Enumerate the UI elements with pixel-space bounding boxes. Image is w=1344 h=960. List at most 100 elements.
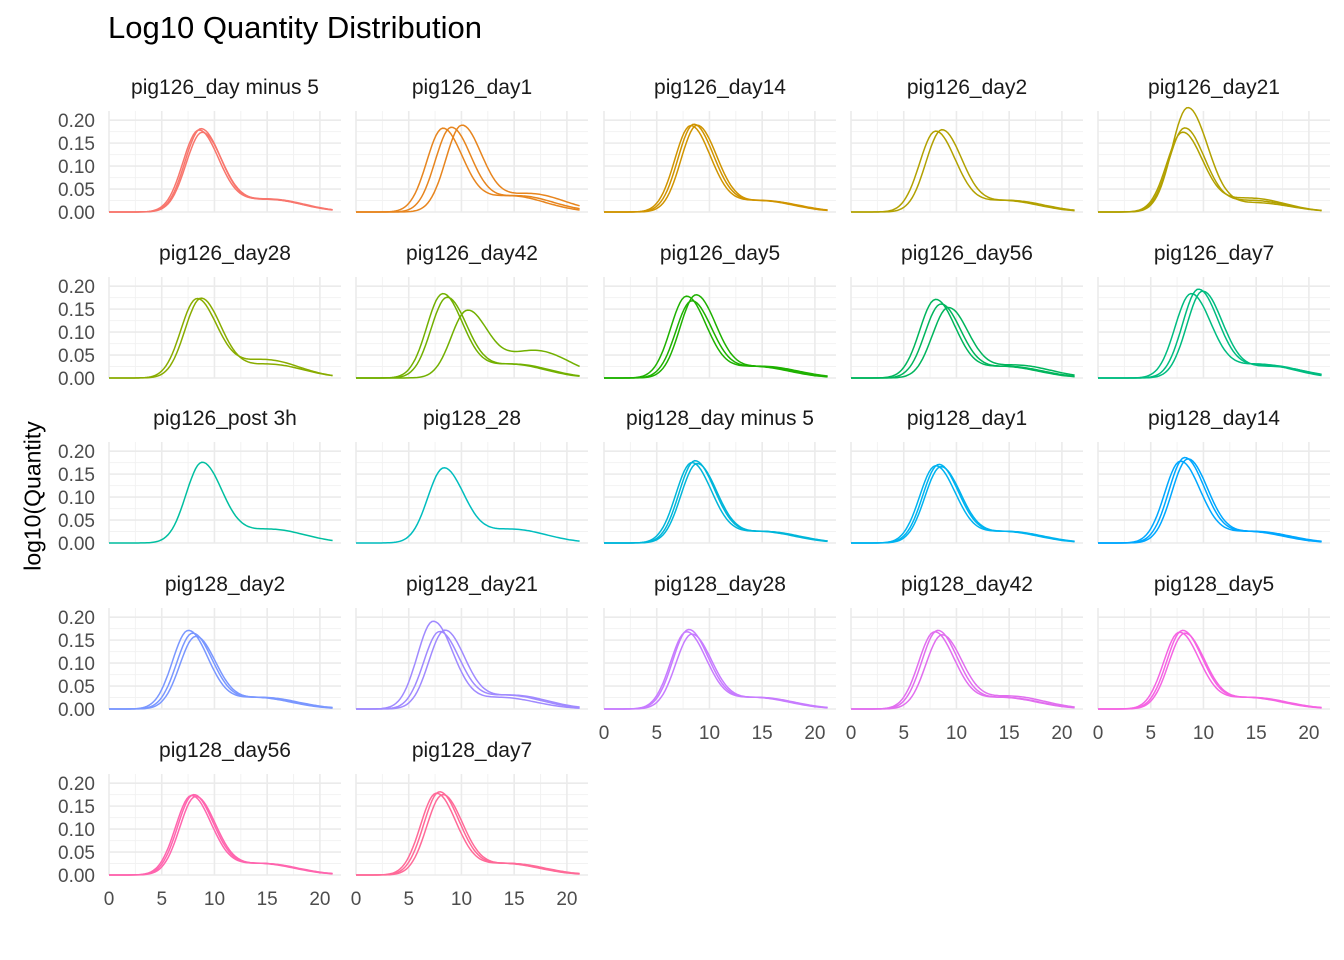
facet-strip-label: pig126_day56: [901, 242, 1033, 265]
density-curve: [109, 127, 333, 213]
facet-strip-label: pig128_day7: [412, 739, 532, 762]
density-curve: [851, 465, 1075, 544]
facet-panel: pig126_day minus 5 0.000.050.100.150.20: [58, 76, 341, 224]
facet-panel: pig126_day2: [850, 76, 1083, 213]
y-tick-label: 0.00: [58, 866, 95, 887]
density-curve: [109, 795, 333, 876]
facet-strip-label: pig128_day2: [165, 573, 285, 596]
y-tick-label: 0.15: [58, 134, 95, 155]
y-tick-label: 0.15: [58, 465, 95, 486]
facet-strip-label: pig126_post 3h: [153, 407, 297, 430]
facet-panel: pig126_post 3h 0.000.050.100.150.20: [58, 407, 341, 555]
facet-strip-label: pig126_day21: [1148, 76, 1280, 99]
density-curve: [1098, 456, 1322, 544]
facet-panel: pig128_day2 0.000.050.100.150.20: [58, 573, 341, 721]
facet-strip-label: pig126_day minus 5: [131, 76, 319, 99]
density-curve: [1098, 288, 1322, 379]
density-curve: [1098, 458, 1322, 544]
facet-panel: pig128_day minus 5: [603, 407, 836, 544]
y-tick-label: 0.15: [58, 631, 95, 652]
facet-strip-label: pig128_day1: [907, 407, 1027, 430]
x-tick-label: 20: [309, 889, 330, 910]
density-curve: [109, 297, 333, 379]
facet-strip-label: pig128_day5: [1154, 573, 1274, 596]
density-curve: [1098, 127, 1322, 213]
facet-panel: pig126_day14: [603, 76, 836, 213]
y-tick-label: 0.05: [58, 511, 95, 532]
facet-panel: pig128_day28 0 5 10 15 20: [599, 573, 836, 744]
y-tick-label: 0.10: [58, 323, 95, 344]
y-tick-label: 0.20: [58, 608, 95, 629]
density-curve: [1098, 106, 1322, 213]
x-tick-label: 10: [1193, 723, 1214, 744]
facet-strip-label: pig128_28: [423, 407, 521, 430]
y-tick-label: 0.10: [58, 157, 95, 178]
x-tick-label: 5: [651, 723, 662, 744]
facet-strip-label: pig128_day56: [159, 739, 291, 762]
x-tick-label: 20: [1298, 723, 1319, 744]
density-curve: [604, 294, 828, 379]
y-tick-label: 0.00: [58, 369, 95, 390]
facet-strip-label: pig128_day42: [901, 573, 1033, 596]
y-tick-label: 0.10: [58, 488, 95, 509]
y-tick-label: 0.20: [58, 774, 95, 795]
x-tick-label: 15: [257, 889, 278, 910]
density-curve: [356, 629, 580, 710]
y-tick-label: 0.10: [58, 820, 95, 841]
x-tick-label: 0: [104, 889, 115, 910]
x-tick-label: 15: [999, 723, 1020, 744]
facet-panel: pig126_day1: [355, 76, 588, 213]
density-curve: [1098, 292, 1322, 379]
y-tick-label: 0.20: [58, 111, 95, 132]
x-tick-label: 0: [1093, 723, 1104, 744]
density-curve: [604, 633, 828, 710]
density-curve: [109, 461, 333, 544]
facet-strip-label: pig128_day28: [654, 573, 786, 596]
density-curve: [356, 467, 580, 544]
density-curve: [604, 124, 828, 213]
facet-panel: pig128_day21: [355, 573, 588, 710]
facet-strip-label: pig126_day28: [159, 242, 291, 265]
facet-panel: pig128_day1: [850, 407, 1083, 544]
density-curve: [604, 124, 828, 213]
x-tick-label: 5: [156, 889, 167, 910]
y-tick-label: 0.15: [58, 300, 95, 321]
facet-panel: pig126_day56: [850, 242, 1083, 379]
density-curve: [1098, 290, 1322, 379]
x-tick-label: 10: [451, 889, 472, 910]
facet-strip-label: pig126_day42: [406, 242, 538, 265]
facet-strip-label: pig128_day14: [1148, 407, 1280, 430]
x-tick-label: 5: [898, 723, 909, 744]
y-tick-label: 0.00: [58, 700, 95, 721]
y-tick-label: 0.05: [58, 843, 95, 864]
density-curve: [356, 127, 580, 213]
y-tick-label: 0.05: [58, 346, 95, 367]
chart-title: Log10 Quantity Distribution: [108, 10, 482, 45]
y-tick-label: 0.05: [58, 180, 95, 201]
density-curve: [1098, 632, 1322, 710]
facet-panel: pig128_day7 0 5 10 15 20: [351, 739, 588, 910]
facet-panel: pig128_28: [355, 407, 588, 544]
facet-panel: pig128_day14: [1097, 407, 1330, 544]
facet-panel: pig128_day56 0.000.050.100.150.20 0 5 10 15 20: [58, 739, 341, 910]
density-curve: [356, 124, 580, 213]
y-tick-label: 0.00: [58, 203, 95, 224]
x-tick-label: 20: [556, 889, 577, 910]
facet-panel: pig126_day7: [1097, 242, 1330, 379]
facet-panel: pig128_day42 0 5 10 15 20: [846, 573, 1083, 744]
density-curve: [604, 295, 828, 379]
facet-panel: pig126_day21: [1097, 76, 1330, 213]
facet-strip-label: pig126_day2: [907, 76, 1027, 99]
x-tick-label: 10: [204, 889, 225, 910]
y-tick-label: 0.20: [58, 442, 95, 463]
facet-panel: pig126_day42: [355, 242, 588, 379]
y-tick-label: 0.20: [58, 277, 95, 298]
density-curve: [356, 292, 580, 379]
density-curve: [851, 128, 1075, 213]
y-tick-label: 0.10: [58, 654, 95, 675]
density-curve: [109, 635, 333, 710]
y-tick-label: 0.05: [58, 677, 95, 698]
density-curve: [851, 306, 1075, 379]
facet-strip-label: pig126_day1: [412, 76, 532, 99]
x-tick-label: 0: [351, 889, 362, 910]
